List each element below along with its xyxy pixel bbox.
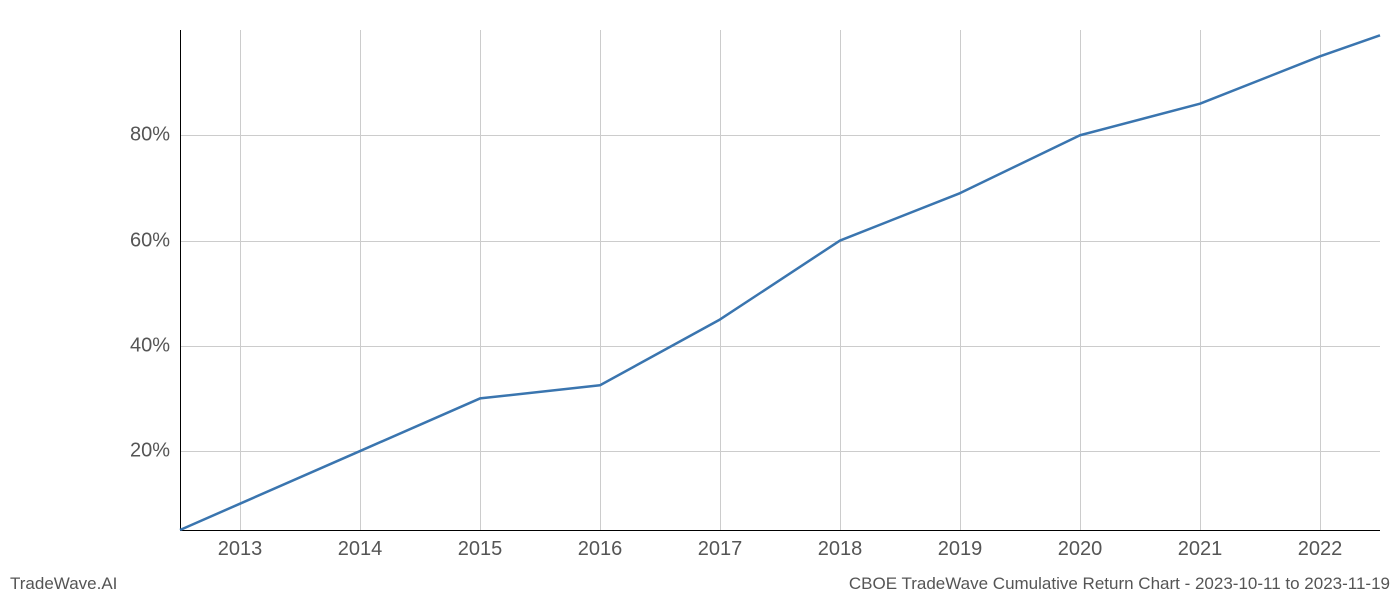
x-tick-label: 2018 (818, 538, 863, 561)
x-tick-label: 2020 (1058, 538, 1103, 561)
x-tick-label: 2019 (938, 538, 983, 561)
x-tick-label: 2017 (698, 538, 743, 561)
footer-left-label: TradeWave.AI (10, 574, 117, 594)
plot-area: 2013201420152016201720182019202020212022… (180, 30, 1380, 530)
data-line (180, 30, 1380, 530)
footer-right-label: CBOE TradeWave Cumulative Return Chart -… (849, 574, 1390, 594)
y-tick-label: 20% (120, 440, 170, 463)
x-tick-label: 2016 (578, 538, 623, 561)
x-axis-line (180, 530, 1380, 531)
x-tick-label: 2014 (338, 538, 383, 561)
y-tick-label: 80% (120, 124, 170, 147)
chart-container: 2013 2014 2015 2016 2017 2018 2019 2020 2021 2022… (0, 0, 1400, 600)
y-tick-label: 60% (120, 229, 170, 252)
x-tick-label: 2021 (1178, 538, 1223, 561)
x-tick-label: 2013 (218, 538, 263, 561)
y-tick-label: 40% (120, 334, 170, 357)
x-tick-label: 2022 (1298, 538, 1343, 561)
x-tick-label: 2015 (458, 538, 503, 561)
